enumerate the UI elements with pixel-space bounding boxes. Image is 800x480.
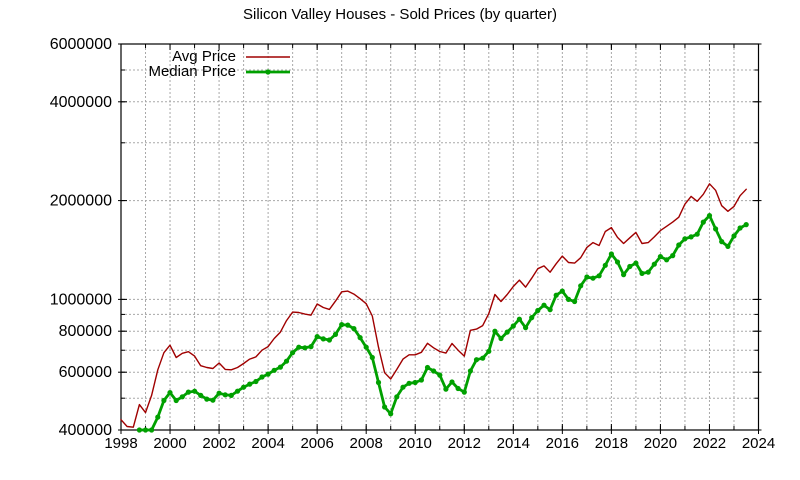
legend: Avg Price Median Price: [121, 48, 291, 80]
y-axis-label: 4000000: [50, 94, 112, 111]
y-axis-label: 800000: [59, 323, 112, 340]
x-axis-label: 2014: [497, 435, 530, 452]
x-axis-label: 2016: [546, 435, 579, 452]
x-axis-label: 2018: [595, 435, 628, 452]
legend-row-avg-price: Avg Price: [121, 48, 291, 65]
y-axis-label: 600000: [59, 364, 112, 381]
x-axis-label: 2002: [202, 435, 235, 452]
x-axis-label: 2000: [153, 435, 186, 452]
median-price-line: [137, 214, 748, 432]
legend-row-median-price: Median Price: [121, 63, 291, 80]
x-axis-label: 2004: [251, 435, 284, 452]
legend-label-avg-price: Avg Price: [172, 48, 236, 65]
x-axis-label: 2008: [350, 435, 383, 452]
x-axis-label: 2006: [300, 435, 333, 452]
x-axis-label: 2012: [448, 435, 481, 452]
x-axis-label: 2022: [693, 435, 726, 452]
y-axis-label: 2000000: [50, 193, 112, 210]
x-axis-label: 1998: [104, 435, 137, 452]
chart-title: Silicon Valley Houses - Sold Prices (by …: [242, 6, 557, 23]
x-axis-label: 2020: [644, 435, 677, 452]
plot-border: [120, 43, 760, 431]
axis-tick-labels: 400000 600000 800000 1000000 2000000 4000000 6…: [50, 36, 775, 452]
legend-label-median-price: Median Price: [148, 63, 236, 80]
legend-sample-median-price-line: [246, 68, 290, 75]
legend-sample-avg-price-line: [246, 55, 290, 58]
y-axis-label: 1000000: [50, 291, 112, 308]
median-price-markers: [136, 213, 749, 433]
avg-price-line: [120, 183, 747, 428]
y-axis-label: 6000000: [50, 36, 112, 53]
x-axis-label: 2010: [399, 435, 432, 452]
x-axis-label: 2024: [742, 435, 775, 452]
y-axis-label: 400000: [59, 422, 112, 439]
grid-lines: [121, 44, 759, 430]
